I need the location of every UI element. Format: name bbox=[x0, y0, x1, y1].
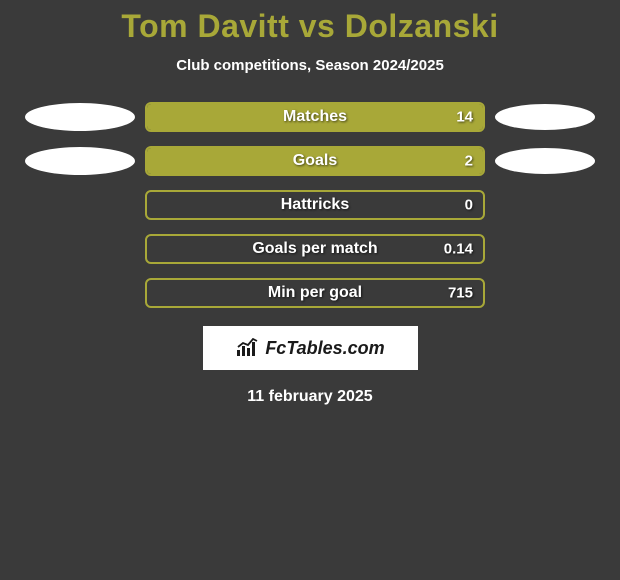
player-right-marker bbox=[495, 148, 595, 174]
stat-value: 0.14 bbox=[444, 241, 473, 258]
stat-label: Min per goal bbox=[147, 284, 483, 302]
stat-value: 715 bbox=[448, 285, 473, 302]
stat-row: Hattricks0 bbox=[0, 190, 620, 220]
chart-icon bbox=[235, 338, 261, 358]
stat-value: 2 bbox=[465, 153, 473, 170]
stat-bar: Goals per match0.14 bbox=[145, 234, 485, 264]
stat-label: Matches bbox=[147, 108, 483, 126]
stat-label: Goals bbox=[147, 152, 483, 170]
date-label: 11 february 2025 bbox=[0, 388, 620, 406]
stat-row: Goals per match0.14 bbox=[0, 234, 620, 264]
stat-bar: Matches14 bbox=[145, 102, 485, 132]
stat-value: 0 bbox=[465, 197, 473, 214]
comparison-widget: Tom Davitt vs Dolzanski Club competition… bbox=[0, 0, 620, 406]
stat-row: Matches14 bbox=[0, 102, 620, 132]
stat-bar: Min per goal715 bbox=[145, 278, 485, 308]
stat-bar: Hattricks0 bbox=[145, 190, 485, 220]
logo-text: FcTables.com bbox=[265, 338, 384, 359]
stat-row: Goals2 bbox=[0, 146, 620, 176]
stat-bar: Goals2 bbox=[145, 146, 485, 176]
player-right-marker bbox=[495, 104, 595, 130]
logo-box[interactable]: FcTables.com bbox=[203, 326, 418, 370]
stat-value: 14 bbox=[456, 109, 473, 126]
player-left-marker bbox=[25, 103, 135, 131]
page-title: Tom Davitt vs Dolzanski bbox=[0, 8, 620, 45]
stats-list: Matches14 Goals2 Hattricks0 Goals per match… bbox=[0, 102, 620, 308]
stat-label: Hattricks bbox=[147, 196, 483, 214]
player-left-marker bbox=[25, 147, 135, 175]
stat-label: Goals per match bbox=[147, 240, 483, 258]
stat-row: Min per goal715 bbox=[0, 278, 620, 308]
subtitle: Club competitions, Season 2024/2025 bbox=[0, 57, 620, 74]
